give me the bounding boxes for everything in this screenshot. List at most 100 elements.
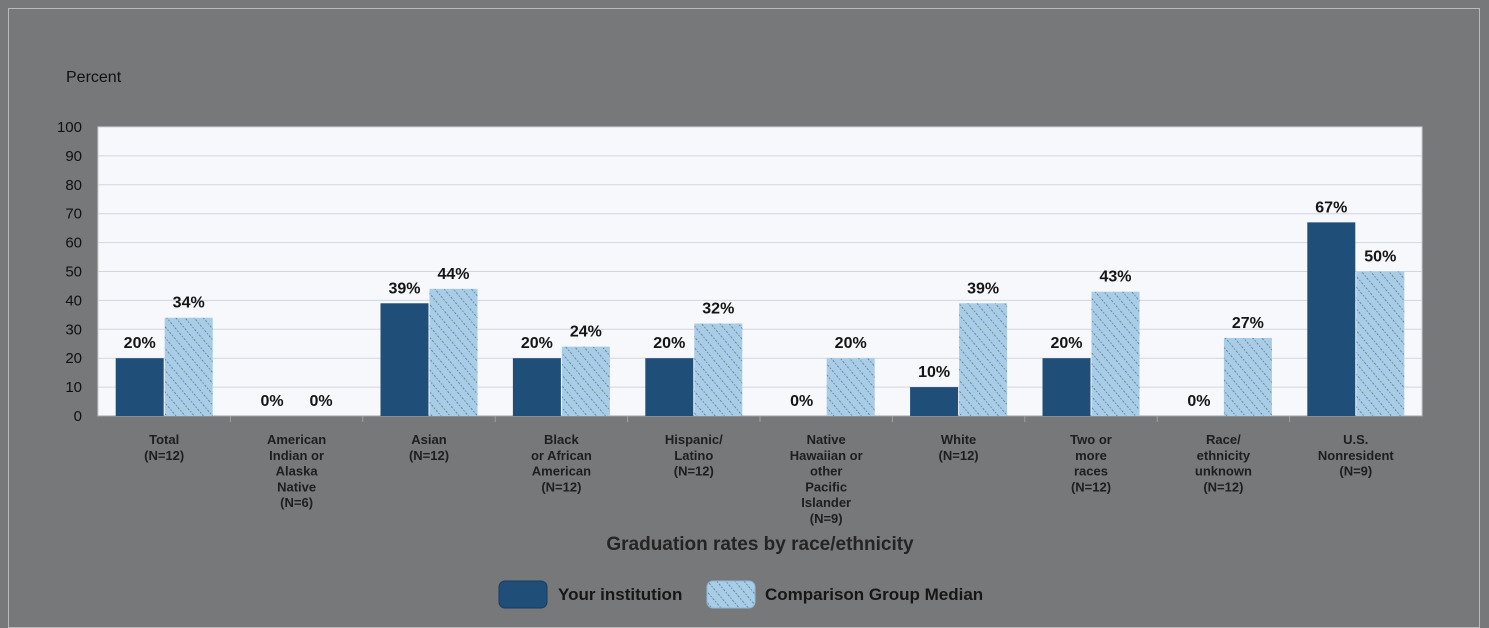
category-label-line: races [1074,464,1108,479]
bar-comparison-median [1223,337,1272,416]
category-label: Race/ethnicity unknown (N=12) [1195,432,1252,494]
category-label-line: American [532,464,591,479]
bar-comparison-median [694,323,743,416]
y-tick-label: 0 [74,408,82,425]
bar-your-institution [1307,222,1356,416]
category-label-line: American [267,432,326,447]
data-label: 20% [521,335,553,352]
bar-comparison-median [561,346,610,416]
bars [115,222,1405,416]
y-tick-label: 100 [57,119,82,136]
y-axis-ticks: 0 10 20 30 40 50 60 70 80 90 100 [57,119,82,425]
category-label-line: (N=9) [810,511,843,526]
data-label: 20% [653,335,685,352]
category-label-line: Islander [801,495,851,510]
data-label: 0% [261,393,284,410]
legend-label-comparison-median: Comparison Group Median [765,585,983,604]
category-label-line: Hawaiian or [790,448,863,463]
category-label-line: more [1075,448,1107,463]
category-label-line: (N=12) [409,448,449,463]
y-tick-label: 40 [65,292,82,309]
category-label: U.S. Nonresident (N=9) [1318,432,1395,479]
bar-comparison-median [826,358,875,416]
category-label-line: (N=12) [939,448,979,463]
category-label: Two or more races (N=12) [1070,432,1112,494]
category-label-line: (N=12) [1203,479,1243,494]
legend-swatch-comparison-median [706,580,756,609]
category-label-line: Indian or [269,448,324,463]
bar-your-institution [645,358,694,416]
legend: Your institution Comparison Group Median [498,580,983,609]
data-label: 27% [1232,315,1264,332]
category-label: Total (N=12) [144,432,184,463]
category-label-line: unknown [1195,464,1252,479]
data-label: 20% [835,335,867,352]
data-label: 24% [570,324,602,341]
bar-comparison-median [164,317,213,416]
y-tick-label: 70 [65,206,82,223]
data-label: 20% [124,335,156,352]
category-label-line: Native [807,432,846,447]
category-label-line: Black [544,432,579,447]
category-label: American Indian or Alaska Native (N=6) [267,432,326,510]
category-label-line: Pacific [805,479,847,494]
data-label: 32% [702,301,734,318]
data-label: 44% [437,266,469,283]
y-tick-label: 10 [65,379,82,396]
y-tick-label: 20 [65,350,82,367]
category-label-line: Nonresident [1318,448,1395,463]
category-label-line: (N=6) [280,495,313,510]
category-label-line: Latino [674,448,713,463]
data-label: 39% [967,280,999,297]
category-label-line: Hispanic/ [665,432,723,447]
data-label: 20% [1050,335,1082,352]
category-label: Black or African American (N=12) [531,432,592,494]
bar-comparison-median [429,288,478,416]
category-label: Native Hawaiian or other Pacific Islander (N=… [790,432,863,526]
bar-your-institution [380,303,429,416]
category-label: Hispanic/Latino (N=12) [665,432,723,479]
x-axis-label: Graduation rates by race/ethnicity [606,534,914,555]
category-label: White (N=12) [939,432,979,463]
category-label-line: Two or [1070,432,1112,447]
category-label-line: (N=9) [1339,464,1372,479]
y-tick-label: 90 [65,148,82,165]
bar-your-institution [512,358,561,416]
y-axis-label: Percent [66,69,122,86]
category-label-line: Total [149,432,179,447]
category-label-line: Alaska [276,464,319,479]
category-label-line: (N=12) [541,479,581,494]
data-labels: 20% 34% 0% 0% 39% 44% 20% 24% 20% 32% 0% 20% 10% 39% 2… [124,199,1397,410]
data-label: 39% [388,280,420,297]
gridlines [98,126,1422,422]
y-tick-label: 50 [65,264,82,281]
category-label-line: (N=12) [674,464,714,479]
data-label: 10% [918,364,950,381]
y-tick-label: 30 [65,321,82,338]
category-label-line: ethnicity [1197,448,1251,463]
data-label: 67% [1315,199,1347,216]
y-tick-label: 80 [65,177,82,194]
data-label: 0% [310,393,333,410]
category-label-line: or African [531,448,592,463]
category-label-line: other [810,464,843,479]
bar-comparison-median [959,303,1008,416]
bar-your-institution [1042,358,1091,416]
bar-comparison-median [1091,291,1140,416]
data-label: 43% [1099,269,1131,286]
category-label-line: (N=12) [1071,479,1111,494]
data-label: 0% [790,393,813,410]
category-label-line: Race/ [1206,432,1241,447]
data-label: 0% [1187,393,1210,410]
y-tick-label: 60 [65,235,82,252]
legend-swatch-your-institution [498,580,548,609]
category-label-line: (N=12) [144,448,184,463]
data-label: 34% [173,295,205,312]
data-label: 50% [1364,249,1396,266]
bar-comparison-median [1356,271,1405,416]
category-label-line: White [941,432,976,447]
category-label-line: Native [277,479,316,494]
category-label-line: Asian [411,432,446,447]
category-label-line: U.S. [1343,432,1368,447]
